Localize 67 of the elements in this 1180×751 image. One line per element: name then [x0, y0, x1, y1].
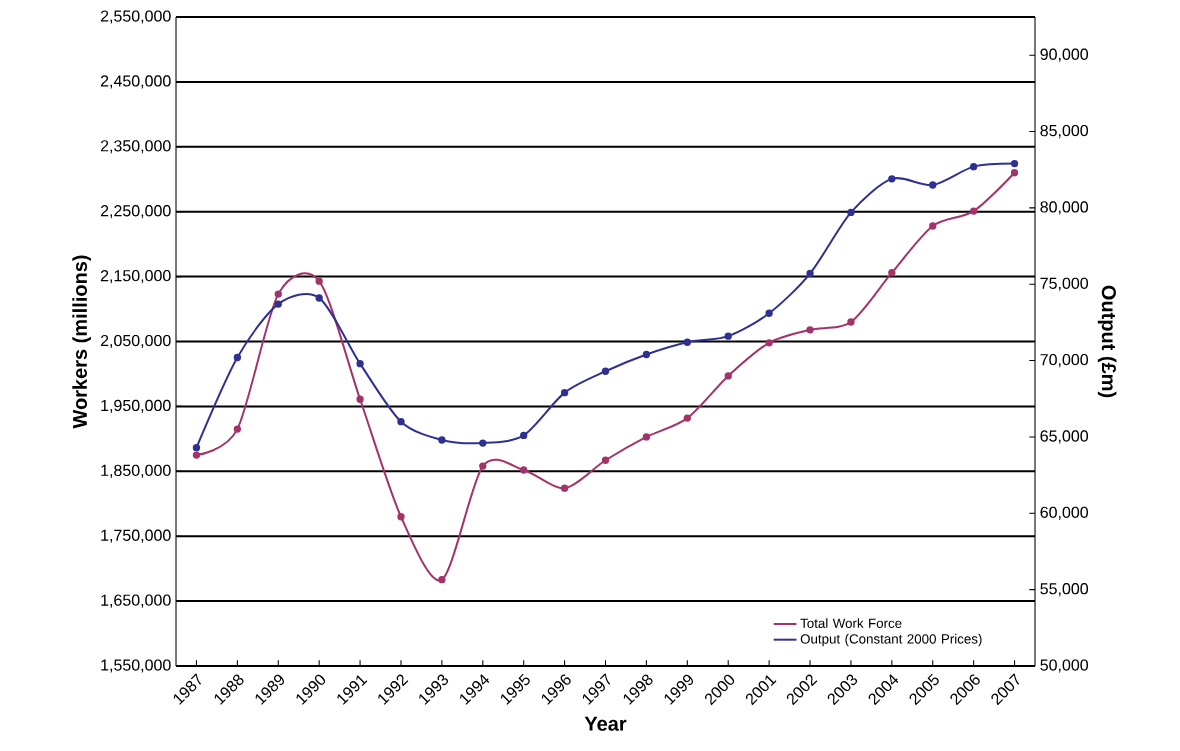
point	[438, 436, 446, 444]
point	[765, 309, 773, 317]
point	[642, 433, 651, 441]
y-tick-label: 2,050,000	[100, 334, 171, 349]
y-tick-label: 2,150,000	[100, 269, 171, 284]
point	[560, 484, 569, 492]
point	[1010, 159, 1019, 168]
point	[642, 350, 651, 359]
y2-tick-label: 50,000	[1040, 659, 1089, 673]
point	[969, 207, 978, 215]
point	[929, 181, 937, 189]
point	[356, 395, 364, 403]
point	[274, 300, 282, 308]
point	[969, 162, 978, 171]
y2-tick-label: 85,000	[1040, 124, 1089, 139]
y2-tick-label: 55,000	[1040, 583, 1089, 597]
point	[724, 372, 732, 380]
x-axis-title: Year	[584, 716, 627, 731]
point	[274, 290, 282, 298]
point	[397, 513, 405, 521]
point	[560, 388, 569, 397]
legend-label: Total Work Force	[800, 618, 902, 628]
point	[929, 222, 937, 230]
point	[479, 462, 487, 470]
y2-tick-label: 60,000	[1040, 506, 1089, 520]
y-tick-label: 1,550,000	[101, 659, 171, 673]
y-tick-label: 1,650,000	[101, 594, 171, 608]
point	[356, 359, 364, 368]
point	[1010, 169, 1019, 177]
point	[724, 332, 732, 340]
y-tick-label: 1,950,000	[101, 399, 171, 414]
point	[601, 367, 610, 375]
point	[806, 269, 814, 278]
y-tick-label: 2,250,000	[100, 205, 171, 219]
point	[479, 439, 487, 447]
y2-tick-label: 75,000	[1040, 277, 1089, 291]
y-axis-title: Workers (millions)	[72, 255, 91, 429]
y-tick-label: 1,750,000	[101, 529, 171, 543]
y-tick-label: 2,550,000	[100, 10, 171, 24]
point	[683, 338, 691, 346]
point	[438, 576, 446, 584]
point	[847, 318, 855, 326]
legend-label: Output (Constant 2000 Prices)	[800, 633, 982, 647]
point	[192, 451, 201, 459]
y2-tick-label: 70,000	[1040, 353, 1089, 368]
y2-axis-title: Output (£m)	[1097, 285, 1117, 398]
y2-tick-label: 65,000	[1040, 430, 1089, 444]
point	[520, 431, 528, 440]
point	[315, 294, 323, 302]
point	[233, 353, 242, 362]
y2-tick-label: 90,000	[1040, 48, 1089, 62]
point	[315, 277, 323, 285]
point	[888, 175, 896, 183]
point	[683, 414, 691, 422]
point	[601, 456, 610, 464]
point	[397, 418, 405, 426]
point	[192, 443, 201, 452]
point	[806, 326, 814, 334]
point	[847, 208, 855, 217]
y2-tick-label: 80,000	[1040, 201, 1089, 215]
y-tick-label: 2,450,000	[100, 75, 171, 89]
point	[765, 339, 773, 347]
y-tick-label: 2,350,000	[100, 140, 171, 154]
point	[520, 466, 528, 474]
y-tick-label: 1,850,000	[101, 464, 171, 478]
point	[888, 269, 896, 277]
point	[233, 425, 242, 433]
